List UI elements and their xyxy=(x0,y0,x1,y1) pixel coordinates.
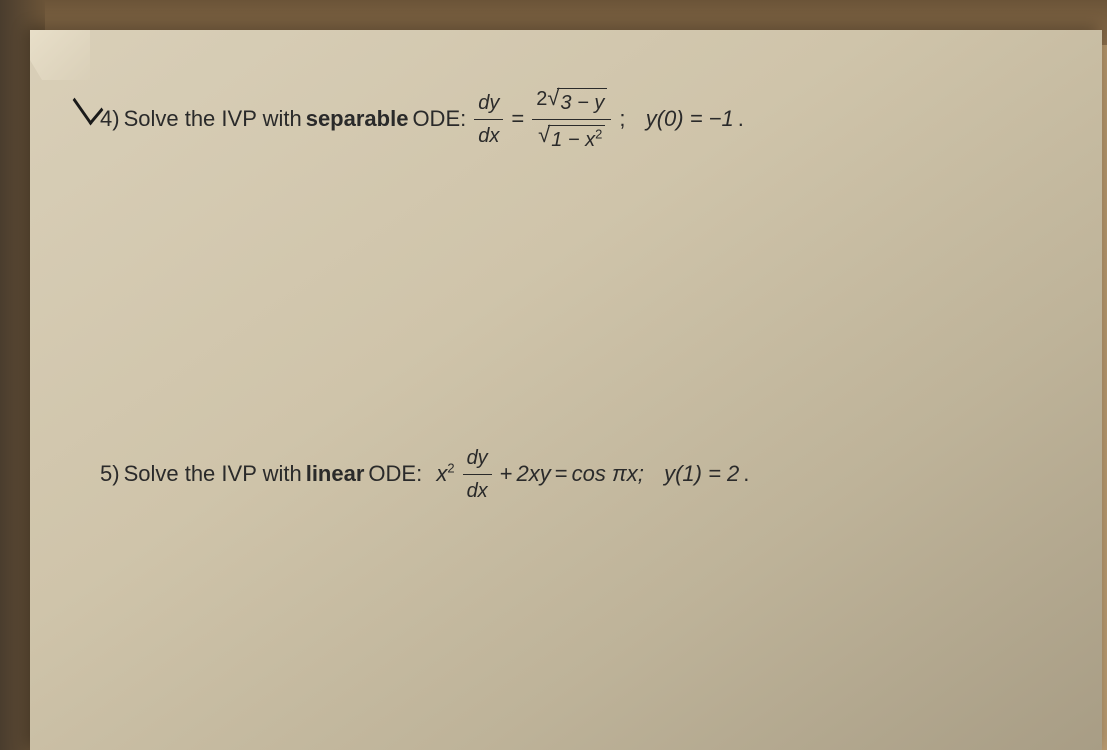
problem-text-prefix: Solve the IVP with xyxy=(124,459,302,490)
variable-base: x xyxy=(436,461,447,486)
sqrt-expression: √3 − y xyxy=(547,87,607,117)
sqrt-expression: √1 − x2 xyxy=(538,124,605,154)
equals-sign: = xyxy=(511,104,524,135)
fraction-denominator: dx xyxy=(474,120,503,150)
paper-corner-fold xyxy=(30,30,90,80)
checkmark-icon xyxy=(73,85,104,126)
problem-number: 5) xyxy=(100,459,120,490)
problem-text-prefix: Solve the IVP with xyxy=(124,104,302,135)
sqrt-base: 1 − x xyxy=(551,129,595,151)
fraction-denominator: dx xyxy=(463,475,492,505)
problem-text-suffix: ODE: xyxy=(368,459,422,490)
plus-sign: + xyxy=(500,459,513,490)
fraction-numerator: 2√3 − y xyxy=(532,85,611,120)
fraction-denominator: √1 − x2 xyxy=(534,120,609,154)
problem-4: 4) Solve the IVP with separable ODE: dy … xyxy=(100,85,1062,154)
problem-bold-word: separable xyxy=(306,104,409,135)
sqrt-argument: 3 − y xyxy=(557,88,607,117)
fraction-rhs: 2√3 − y √1 − x2 xyxy=(532,85,611,154)
rhs-cos: cos πx; xyxy=(572,459,644,490)
initial-condition: y(0) = −1 xyxy=(646,104,734,135)
equals-sign: = xyxy=(555,459,568,490)
initial-condition: y(1) = 2 xyxy=(664,459,739,490)
period: . xyxy=(743,459,749,490)
term-2xy: 2xy xyxy=(517,459,551,490)
paper-sheet: 4) Solve the IVP with separable ODE: dy … xyxy=(30,30,1102,750)
fraction-numerator: dy xyxy=(474,89,503,120)
coefficient: 2 xyxy=(536,88,547,110)
fraction-dy-dx: dy dx xyxy=(463,444,492,505)
exponent: 2 xyxy=(595,126,602,141)
problem-text-suffix: ODE: xyxy=(412,104,466,135)
problem-5: 5) Solve the IVP with linear ODE: x2 dy … xyxy=(100,444,1062,505)
fraction-numerator: dy xyxy=(463,444,492,475)
exponent: 2 xyxy=(447,461,454,476)
problem-bold-word: linear xyxy=(306,459,365,490)
term-x-squared: x2 xyxy=(436,459,454,490)
separator: ; xyxy=(619,104,625,135)
fraction-dy-dx: dy dx xyxy=(474,89,503,150)
period: . xyxy=(738,104,744,135)
sqrt-argument: 1 − x2 xyxy=(548,125,605,154)
